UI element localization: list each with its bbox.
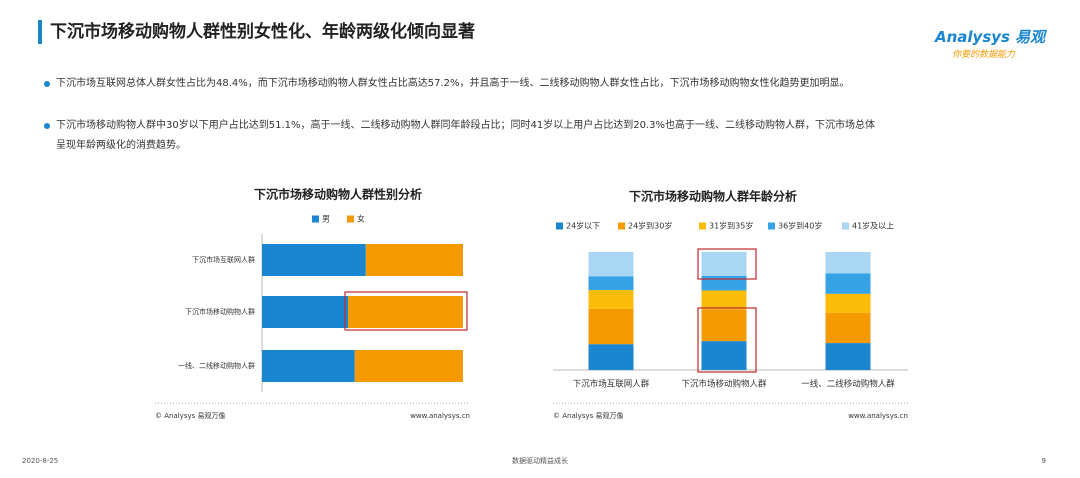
source-site: www.analysys.cn: [410, 412, 470, 420]
slogan: 你要的数据能力: [952, 50, 1016, 60]
bar-segment: [701, 290, 747, 310]
legend-label: 36岁到40岁: [778, 221, 822, 231]
bar-segment: [588, 344, 634, 370]
bar-segment: [348, 296, 463, 328]
category-label: 下沉市场互联网人群: [573, 379, 650, 390]
category-label: 下沉市场互联网人群: [192, 255, 255, 264]
source-site: www.analysys.cn: [848, 412, 908, 420]
bar-segment: [354, 350, 463, 382]
highlight-box: [344, 291, 468, 331]
footer-date: 2020-8-25: [22, 457, 58, 465]
bar-segment: [701, 309, 747, 342]
category-label: 一线、二线移动购物人群: [178, 361, 255, 370]
bar-segment: [588, 252, 634, 277]
legend-swatch: [347, 215, 354, 223]
legend-label: 女: [357, 214, 365, 224]
legend-swatch: [699, 222, 706, 230]
legend-swatch: [842, 222, 849, 230]
bar-segment: [701, 275, 747, 291]
bar-segment: [701, 252, 747, 276]
category-label: 下沉市场移动购物人群: [681, 379, 767, 390]
legend-label: 41岁及以上: [852, 221, 894, 231]
source-note: © Analysys 易观万像: [553, 411, 624, 420]
footer-motto: 数据驱动精益成长: [512, 456, 568, 465]
footer-page: 9: [1042, 457, 1046, 465]
category-label: 一线、二线移动购物人群: [801, 379, 895, 390]
bar-segment: [701, 341, 747, 370]
bar-segment: [825, 293, 871, 313]
chart-title: 下沉市场移动购物人群年龄分析: [629, 189, 797, 204]
legend-label: 24岁以下: [566, 221, 600, 231]
legend-swatch: [312, 215, 319, 223]
legend-label: 31岁到35岁: [709, 221, 753, 231]
bar-segment: [262, 244, 366, 276]
bar-segment: [825, 343, 871, 370]
bullet: 下沉市场互联网总体人群女性占比为48.4%，而下沉市场移动购物人群女性占比高达5…: [44, 74, 876, 94]
bullet: 下沉市场移动购物人群中30岁以下用户占比达到51.1%，高于一线、二线移动购物人…: [44, 116, 876, 156]
bar-segment: [825, 273, 871, 294]
legend-swatch: [618, 222, 625, 230]
legend-swatch: [556, 222, 563, 230]
legend-swatch: [768, 222, 775, 230]
category-label: 下沉市场移动购物人群: [185, 307, 255, 316]
bar-segment: [825, 312, 871, 344]
bar-segment: [262, 296, 349, 328]
logo: Analysys 易观: [935, 28, 1046, 46]
source-note: © Analysys 易观万像: [155, 411, 226, 420]
highlight-box: [697, 248, 757, 280]
legend-label: 24岁到30岁: [628, 221, 672, 231]
bar-segment: [262, 350, 355, 382]
slide-title: 下沉市场移动购物人群性别女性化、年龄两级化倾向显著: [38, 20, 475, 44]
chart-title: 下沉市场移动购物人群性别分析: [254, 187, 422, 202]
bar-segment: [588, 290, 634, 309]
highlight-box: [697, 307, 757, 373]
bar-segment: [588, 308, 634, 345]
bar-segment: [588, 276, 634, 291]
bar-segment: [825, 252, 871, 274]
legend-label: 男: [322, 215, 330, 224]
bar-segment: [365, 244, 463, 276]
